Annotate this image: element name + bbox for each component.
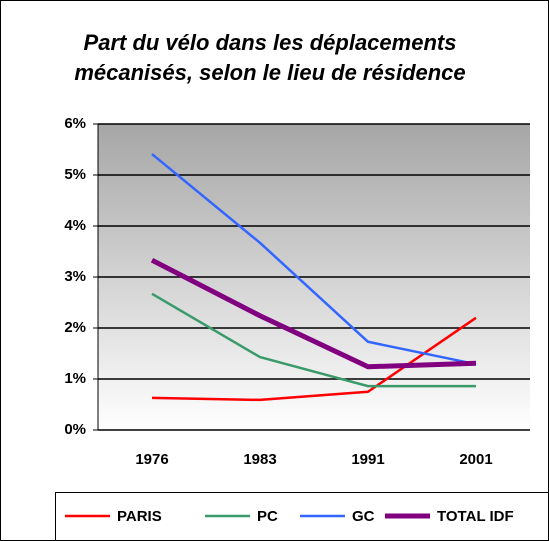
y-tick-label: 4% xyxy=(64,217,86,234)
legend-label: TOTAL IDF xyxy=(437,508,514,525)
y-tick-label: 0% xyxy=(64,421,86,438)
chart-title: Part du vélo dans les déplacements mécan… xyxy=(74,30,466,85)
series-line xyxy=(151,153,477,366)
legend-label: PARIS xyxy=(117,508,162,525)
x-tick-label: 1983 xyxy=(243,451,276,468)
x-tick-label: 1991 xyxy=(351,451,384,468)
y-tick-label: 6% xyxy=(64,115,86,132)
x-tick-label: 1976 xyxy=(135,451,168,468)
series-line xyxy=(150,257,477,370)
series-line xyxy=(151,292,476,388)
y-tick-label: 1% xyxy=(64,370,86,387)
y-tick-label: 3% xyxy=(64,268,86,285)
y-tick-label: 2% xyxy=(64,319,86,336)
y-tick-label: 5% xyxy=(64,166,86,183)
x-tick-label: 2001 xyxy=(459,451,492,468)
legend-label: GC xyxy=(352,508,375,525)
series-line xyxy=(151,316,477,402)
legend-label: PC xyxy=(257,508,278,525)
